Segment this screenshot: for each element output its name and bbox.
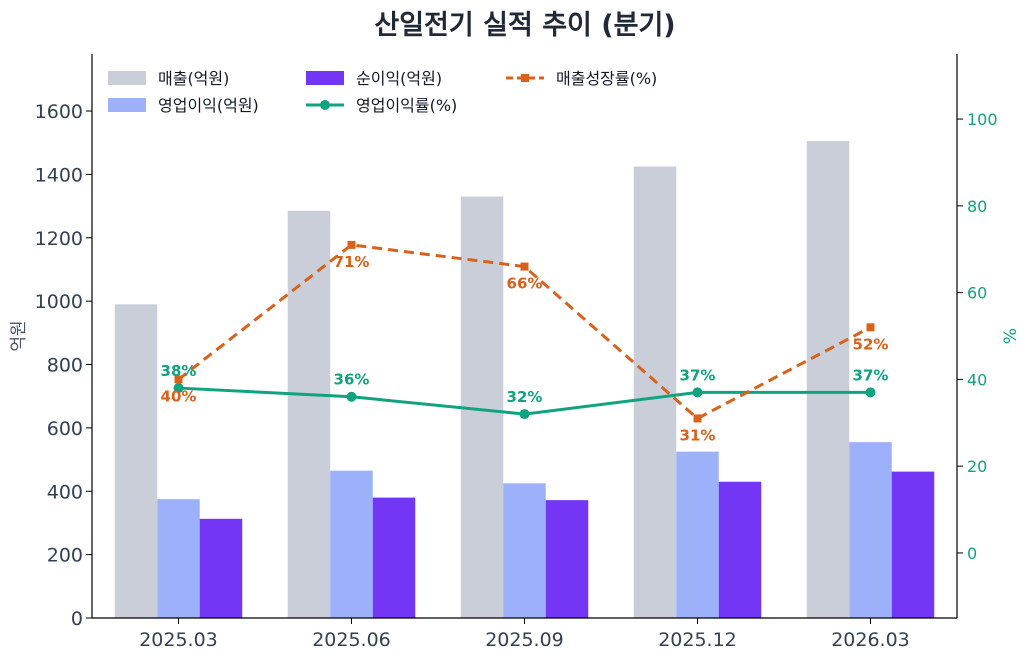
y-left-tick-label-9: 1600 [35, 101, 83, 123]
x-tick-label-1: 2025.03 [139, 629, 218, 651]
chart-title: 산일전기 실적 추이 (분기) [374, 10, 675, 41]
y-axis-right-label: % [1001, 328, 1021, 344]
data-label-margin-2: 36% [334, 371, 370, 389]
bars-layer [114, 141, 935, 618]
legend-marker-4 [320, 100, 330, 110]
data-label-growth-1: 40% [161, 387, 197, 405]
y-right-tick-label-3: 40 [967, 370, 987, 389]
y-left-tick-label-2: 200 [47, 545, 83, 567]
bar-2-3 [503, 483, 546, 618]
bar-3-4 [718, 481, 762, 618]
y-right-tick-label-2: 20 [967, 457, 987, 476]
bar-2-5 [849, 442, 892, 618]
axes-layer: 0 200 400 600 800 1000 1200 1400 1600 0 20 40 60 80 10… [9, 54, 1021, 651]
data-label-margin-4: 37% [680, 366, 716, 384]
legend-swatch-1 [108, 71, 146, 85]
x-tick-label-2: 2025.06 [312, 629, 391, 651]
bar-3-3 [545, 500, 589, 618]
data-label-growth-5: 52% [853, 335, 889, 353]
x-tick-label-4: 2025.12 [658, 629, 737, 651]
x-tick-label-5: 2026.03 [831, 629, 910, 651]
legend-label-2: 영업이익(억원) [158, 96, 259, 115]
marker-1-2 [346, 391, 357, 402]
y-right-tick-label-4: 60 [967, 284, 987, 303]
y-right-tick-label-1: 0 [967, 544, 977, 563]
marker-2-4 [693, 414, 702, 423]
legend-label-4: 영업이익률(%) [356, 96, 457, 115]
legend-label-5: 매출성장률(%) [556, 69, 657, 88]
y-left-tick-label-4: 600 [47, 418, 83, 440]
marker-2-1 [174, 375, 183, 384]
bar-3-2 [372, 497, 416, 618]
lines-layer [173, 240, 876, 423]
marker-1-5 [865, 387, 876, 398]
legend-swatch-3 [306, 71, 344, 85]
marker-1-3 [519, 409, 530, 420]
bar-3-5 [891, 471, 935, 618]
legend-marker-5 [521, 74, 529, 82]
data-label-growth-4: 31% [680, 426, 716, 444]
marker-2-3 [520, 262, 529, 271]
data-label-growth-2: 71% [334, 253, 370, 271]
legend-label-3: 순이익(억원) [356, 69, 442, 88]
marker-1-1 [173, 383, 184, 394]
y-left-tick-label-5: 800 [47, 355, 83, 377]
y-axis-left-label: 억원 [9, 320, 29, 351]
data-label-margin-3: 32% [507, 388, 543, 406]
marker-2-2 [347, 240, 356, 249]
legend-swatch-2 [108, 98, 146, 112]
legend-label-1: 매출(억원) [158, 69, 229, 88]
bar-2-4 [676, 451, 719, 618]
bar-2-1 [157, 499, 200, 618]
y-right-tick-label-6: 100 [967, 110, 998, 129]
labels-layer: 38% 36% 32% 37% 37% 40% 71% 66% 31% 52% [161, 253, 889, 445]
y-left-tick-label-7: 1200 [35, 228, 83, 250]
y-left-tick-label-1: 0 [71, 608, 83, 630]
y-left-tick-label-8: 1400 [35, 164, 83, 186]
y-left-tick-label-6: 1000 [35, 291, 83, 313]
legend: 매출(억원) 영업이익(억원) 순이익(억원) 영업이익률(%) 매출성장률(%) [108, 69, 657, 115]
bar-1-2 [287, 210, 331, 618]
bar-3-1 [199, 518, 243, 618]
marker-2-5 [866, 323, 875, 332]
bar-2-2 [330, 470, 373, 618]
y-right-tick-label-5: 80 [967, 197, 987, 216]
bar-1-5 [806, 141, 850, 618]
data-label-growth-3: 66% [507, 275, 543, 293]
data-label-margin-5: 37% [853, 366, 889, 384]
data-label-margin-1: 38% [161, 362, 197, 380]
bar-1-1 [114, 304, 158, 618]
y-left-tick-label-3: 400 [47, 481, 83, 503]
marker-1-4 [692, 387, 703, 398]
x-tick-label-3: 2025.09 [485, 629, 564, 651]
